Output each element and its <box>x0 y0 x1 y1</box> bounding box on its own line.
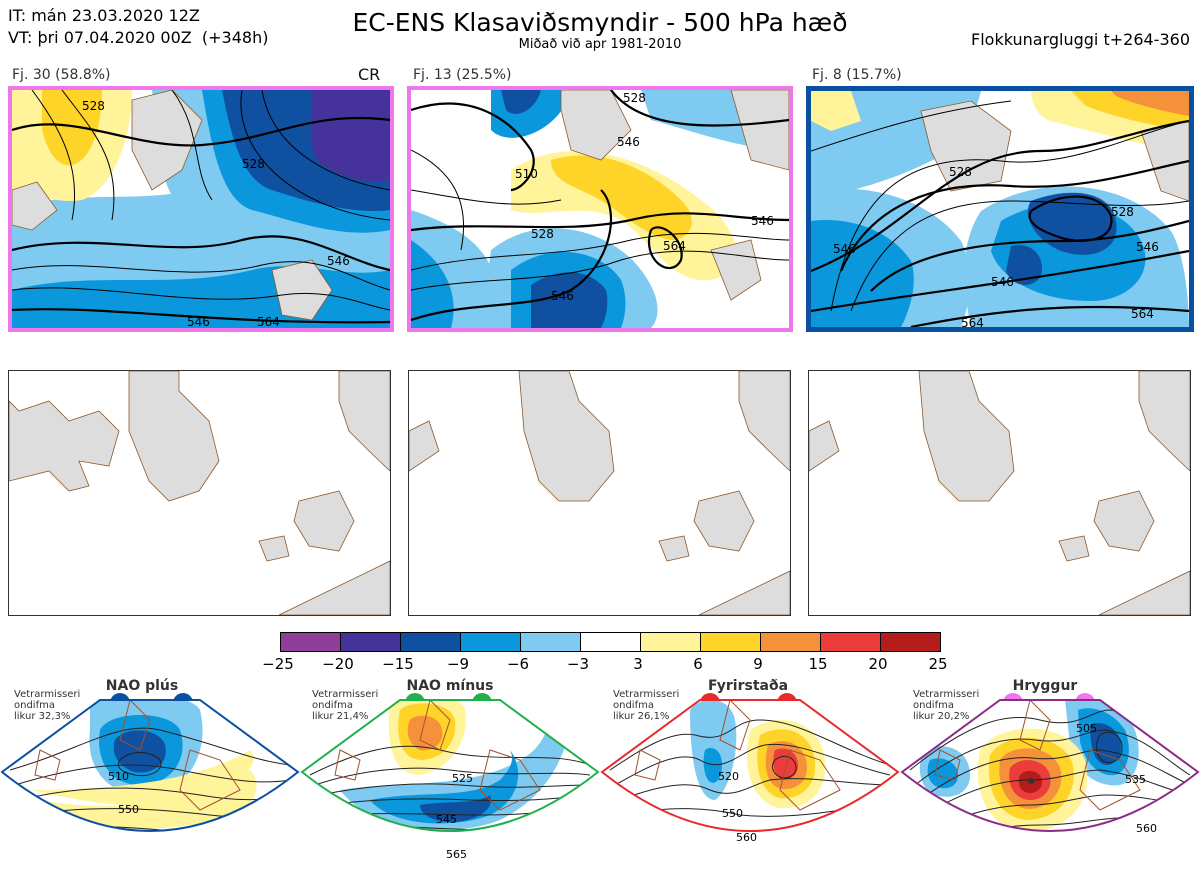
empty-map-3[interactable] <box>808 370 1191 616</box>
cluster-2-contour-label: 546 <box>551 289 574 303</box>
regime-2-map[interactable]: 525 545 565 <box>300 690 600 870</box>
cluster-2-contour-label: 528 <box>623 91 646 105</box>
colorbar-cell <box>580 632 641 652</box>
colorbar-tick: 3 <box>633 655 643 673</box>
colorbar-tick: 9 <box>753 655 763 673</box>
cluster-2-contour-label: 564 <box>663 239 686 253</box>
cluster-3-label: Fj. 8 (15.7%) <box>812 67 902 83</box>
colorbar-tick: −20 <box>322 655 354 673</box>
cluster-2-contour-label: 546 <box>751 214 774 228</box>
regime-3-map[interactable]: 520 550 560 <box>600 690 900 870</box>
colorbar-tick: 15 <box>808 655 828 673</box>
regime-4-map[interactable]: 505 535 560 <box>900 690 1200 870</box>
regime-1-note: Vetrarmisseri ondifma likur 32,3% <box>14 689 81 722</box>
cluster-1-contour-label: 546 <box>187 315 210 328</box>
cluster-3-contour-label: 564 <box>961 316 984 327</box>
colorbar-cell <box>460 632 521 652</box>
colorbar-tick: 25 <box>928 655 948 673</box>
colorbar-cell <box>820 632 881 652</box>
regime-1-contour-label: 510 <box>108 770 129 783</box>
regime-3-note: Vetrarmisseri ondifma likur 26,1% <box>613 689 680 722</box>
cluster-1-contour-label: 564 <box>257 315 280 328</box>
cluster-1-tag: CR <box>358 65 381 84</box>
regime-3-contour-label: 550 <box>722 807 743 820</box>
colorbar-tick: −3 <box>566 655 590 673</box>
page-subtitle: Miðað við apr 1981-2010 <box>518 37 682 52</box>
cluster-2-contour-label: 528 <box>531 227 554 241</box>
classification-window: Flokkunargluggi t+264-360 <box>971 30 1190 49</box>
page-title: EC-ENS Klasaviðsmyndir - 500 hPa hæð <box>352 8 848 37</box>
cluster-1-label: Fj. 30 (58.8%) <box>12 67 111 83</box>
colorbar-cell <box>340 632 401 652</box>
colorbar-tick: 6 <box>693 655 703 673</box>
valid-time: VT: þri 07.04.2020 00Z (+348h) <box>8 28 269 47</box>
regime-4-contour-label: 535 <box>1125 773 1146 786</box>
colorbar-cell <box>520 632 581 652</box>
cluster-2-label: Fj. 13 (25.5%) <box>413 67 512 83</box>
regime-4-contour-label: 505 <box>1076 722 1097 735</box>
cluster-3-contour-label: 546 <box>833 242 856 256</box>
cluster-3-map[interactable]: 546 528 528 546 546 564 564 <box>806 86 1194 332</box>
regime-1-name: NAO plús <box>105 678 179 694</box>
regime-1-contour-label: 550 <box>118 803 139 816</box>
cluster-3-contour-label: 546 <box>1136 240 1159 254</box>
cluster-1-contour-label: 546 <box>327 254 350 268</box>
colorbar-cell <box>880 632 941 652</box>
regime-2-contour-label: 525 <box>452 772 473 785</box>
regime-2-note: Vetrarmisseri ondifma likur 21,4% <box>312 689 379 722</box>
regime-3-name: Fyrirstaða <box>707 678 789 694</box>
cluster-2-contour-label: 546 <box>617 135 640 149</box>
cluster-1-contour-label: 528 <box>82 99 105 113</box>
colorbar-tick: 20 <box>868 655 888 673</box>
colorbar-cell <box>640 632 701 652</box>
regime-2-name: NAO mínus <box>406 678 494 694</box>
regime-3-contour-label: 520 <box>718 770 739 783</box>
cluster-3-contour-label: 528 <box>949 165 972 179</box>
cluster-3-contour-label: 546 <box>991 275 1014 289</box>
regime-4-contour-label: 560 <box>1136 822 1157 835</box>
cluster-1-contour-label: 528 <box>242 157 265 171</box>
empty-map-1[interactable] <box>8 370 391 616</box>
regime-2-contour-label: 545 <box>436 813 457 826</box>
regime-4-name: Hryggur <box>1012 678 1078 694</box>
regime-3-contour-label: 560 <box>736 831 757 844</box>
regime-4-note: Vetrarmisseri ondifma likur 20,2% <box>913 689 980 722</box>
cluster-3-contour-label: 564 <box>1131 307 1154 321</box>
regime-2-contour-label: 565 <box>446 848 467 861</box>
cluster-3-contour-label: 528 <box>1111 205 1134 219</box>
cluster-2-contour-label: 510 <box>515 167 538 181</box>
empty-map-2[interactable] <box>408 370 791 616</box>
colorbar-tick: −9 <box>446 655 470 673</box>
colorbar-cell <box>280 632 341 652</box>
colorbar-cell <box>760 632 821 652</box>
colorbar-cell <box>700 632 761 652</box>
initial-time: IT: mán 23.03.2020 12Z <box>8 6 200 25</box>
regime-1-map[interactable]: 510 550 <box>0 690 300 870</box>
cluster-1-map[interactable]: 528 528 546 546 564 <box>8 86 394 332</box>
colorbar-tick: −25 <box>262 655 294 673</box>
cluster-2-map[interactable]: 528 546 510 528 564 546 546 <box>407 86 793 332</box>
colorbar-cell <box>400 632 461 652</box>
colorbar-tick: −15 <box>382 655 414 673</box>
colorbar-tick: −6 <box>506 655 530 673</box>
